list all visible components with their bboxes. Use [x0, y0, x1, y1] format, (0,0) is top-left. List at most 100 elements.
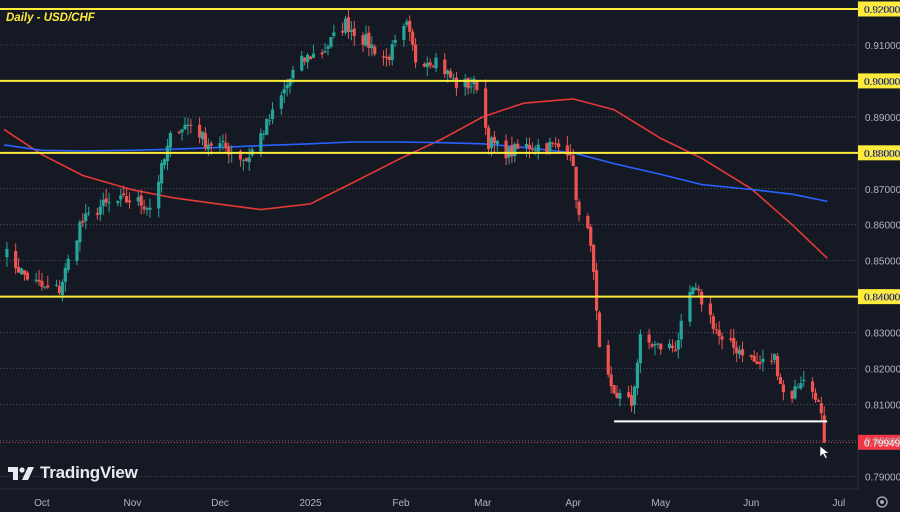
candle-body — [393, 39, 397, 43]
candle-body — [513, 144, 517, 156]
candle-body — [408, 20, 412, 32]
candle-body — [486, 127, 491, 150]
candle-body — [122, 193, 126, 196]
price-axis[interactable]: 0.92000 0.91000 0.90000 0.89000 0.88000 0.870… — [865, 5, 900, 483]
candle-body — [168, 132, 172, 148]
candle-body — [311, 53, 316, 58]
candle-body — [405, 21, 409, 25]
last-price-tag — [858, 434, 900, 450]
tradingview-logo-text: TradingView — [40, 463, 138, 482]
candle-body — [5, 248, 9, 258]
time-tick-Dec: Dec — [211, 498, 229, 509]
candle-body — [670, 345, 675, 349]
candle-body — [653, 344, 657, 346]
candle-body — [157, 181, 161, 209]
moving-average-line-2 — [3, 141, 828, 203]
candle-body — [565, 145, 569, 156]
candle-body — [673, 349, 677, 352]
candle-body — [586, 216, 590, 229]
price-tick-0.81000: 0.81000 — [865, 401, 900, 412]
candle-body — [554, 143, 558, 145]
candle-body — [735, 347, 739, 354]
candle-body — [34, 279, 38, 281]
candle-body — [428, 62, 432, 66]
candle-body — [606, 344, 610, 375]
candle-body — [536, 144, 540, 152]
candle-body — [282, 89, 286, 94]
moving-average-line-1 — [3, 98, 828, 259]
chart-title: Daily - USD/CHF — [6, 12, 96, 24]
candle-body — [609, 374, 613, 387]
mouse-pointer-icon — [819, 445, 830, 459]
level-tag-0.88000 — [858, 145, 900, 161]
candle-body — [361, 35, 365, 45]
candle-body — [589, 226, 593, 246]
candle-body — [618, 393, 622, 399]
candle-body — [568, 153, 572, 155]
candle-body — [259, 133, 263, 152]
price-tick-0.82000: 0.82000 — [865, 365, 900, 376]
candle-body — [545, 143, 549, 153]
candle-body — [667, 343, 672, 348]
candle-body — [224, 142, 228, 149]
candle-body — [527, 144, 532, 149]
candle-body — [469, 86, 473, 88]
candle-body — [752, 355, 756, 362]
candle-body — [475, 80, 479, 90]
candle-body — [57, 286, 62, 294]
candle-body — [186, 124, 190, 126]
candle-body — [78, 222, 82, 243]
candle-body — [19, 268, 24, 275]
candle-body — [98, 206, 102, 215]
candle-body — [332, 32, 336, 37]
candle-body — [638, 334, 642, 364]
candle-body — [148, 207, 152, 210]
candle-body — [101, 199, 105, 206]
candle-body — [740, 349, 745, 356]
candle-body — [819, 403, 823, 414]
candle-body — [629, 395, 634, 406]
price-tick-0.89000: 0.89000 — [865, 113, 900, 124]
price-tick-0.87000: 0.87000 — [865, 185, 900, 196]
level-tag-0.84000 — [858, 289, 900, 305]
candle-body — [656, 343, 660, 345]
tradingview-logo: TradingView — [8, 463, 138, 483]
time-axis[interactable]: Oct Nov Dec 2025 Feb Mar Apr May Jun Jul — [34, 498, 845, 509]
candle-body — [632, 386, 637, 406]
candle-body — [463, 79, 467, 88]
candle-body — [813, 392, 818, 400]
candle-body — [285, 84, 289, 89]
candle-body — [434, 57, 438, 69]
candle-body — [16, 267, 21, 273]
candle-body — [162, 159, 167, 166]
candle-body — [390, 44, 394, 61]
candle-body — [533, 149, 537, 151]
candle-body — [227, 146, 231, 155]
candle-body — [40, 280, 44, 287]
candle-body — [612, 385, 616, 394]
price-tick-0.88000: 0.88000 — [865, 149, 900, 160]
candle-body — [717, 330, 721, 336]
candle-body — [46, 285, 50, 288]
candle-body — [796, 387, 800, 389]
candle-body — [189, 124, 193, 126]
level-tag-text-0.84000: 0.84000 — [864, 293, 900, 304]
time-tick-Jun: Jun — [743, 498, 759, 509]
settings-gear-icon[interactable] — [876, 496, 888, 508]
candle-body — [303, 57, 307, 62]
candle-body — [384, 56, 388, 58]
candle-body — [22, 270, 27, 275]
candle-body — [381, 56, 386, 58]
candle-body — [737, 350, 742, 355]
candle-body — [95, 212, 100, 215]
candle-body — [810, 381, 815, 392]
candle-body — [594, 270, 599, 311]
candle-body — [799, 383, 803, 389]
candle-body — [43, 286, 47, 288]
candle-body — [749, 354, 753, 357]
candle-body — [66, 258, 70, 270]
candle-body — [446, 70, 450, 75]
moving-averages — [3, 98, 828, 259]
